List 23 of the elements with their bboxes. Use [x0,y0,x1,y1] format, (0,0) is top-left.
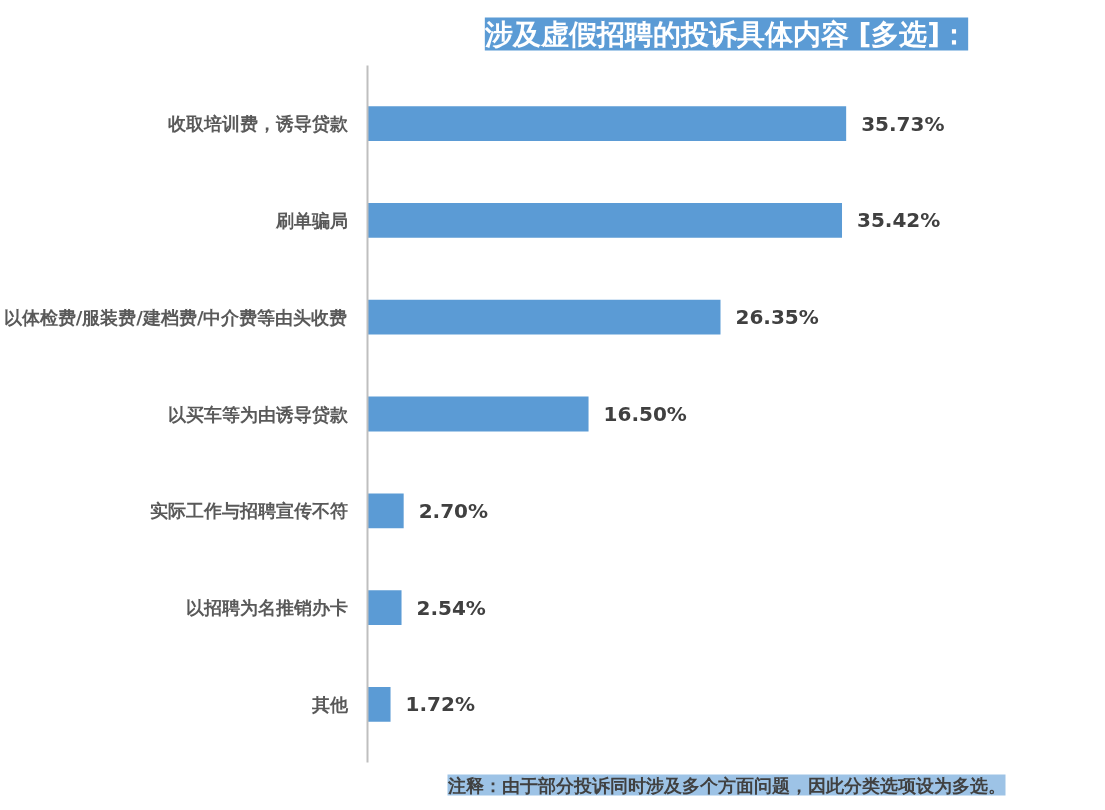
bar [367,493,404,529]
data-label: 2.54% [416,595,486,620]
bar [367,590,402,626]
y-tick-label: 以体检费/服装费/建档费/中介费等由头收费 [3,306,348,328]
data-label: 16.50% [603,402,687,426]
bar [367,202,843,238]
y-tick-label: 刷单骗局 [274,209,348,231]
data-label: 26.35% [735,305,819,330]
y-tick-label: 收取培训费，诱导贷款 [167,113,349,135]
y-tick-label: 以招聘为名推销办卡 [185,597,348,619]
bar [367,686,391,722]
chart-title: 涉及虚假招聘的投诉具体内容 [多选]： [483,17,969,51]
text: 注释：由于部分投诉同时涉及多个方面问题，因此分类选项设为多选。 [446,774,1006,796]
data-label: 35.42% [857,208,941,233]
data-label: 35.73% [861,111,945,136]
bar [367,106,847,142]
y-tick-label: 其他 [310,693,349,715]
y-tick-label: 以买车等为由诱导贷款 [167,403,349,425]
bar [367,396,589,432]
data-label: 1.72% [405,692,475,717]
y-tick-label: 实际工作与招聘宣传不符 [149,500,348,522]
data-label: 2.70% [418,498,489,523]
bar [367,299,721,335]
